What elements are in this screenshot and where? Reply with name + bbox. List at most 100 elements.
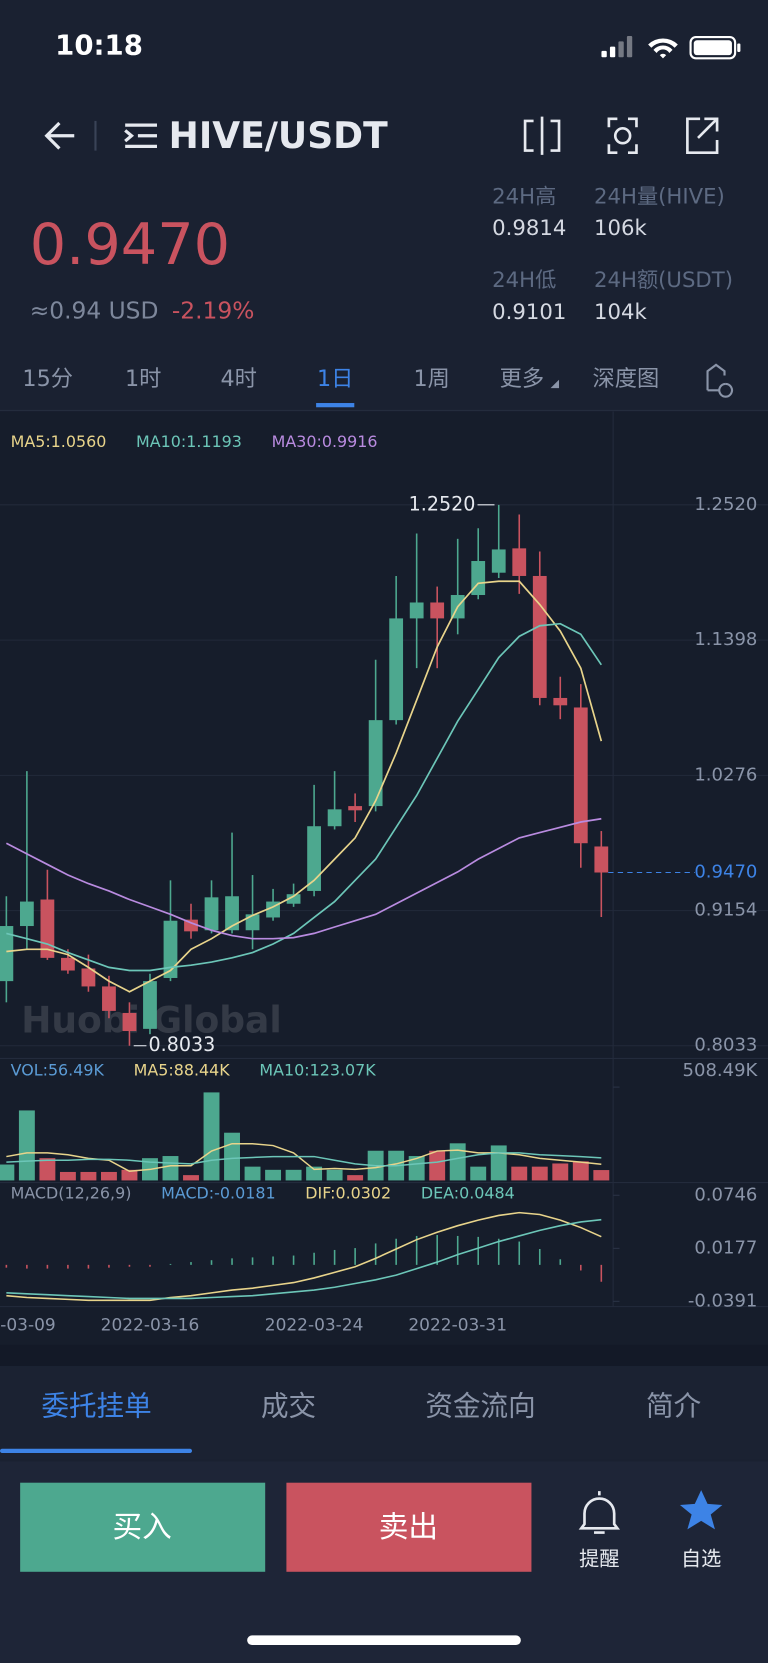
- spacer: [0, 1344, 768, 1367]
- usd-price: ≈0.94 USD: [30, 296, 159, 324]
- volume-bar: [244, 1166, 261, 1181]
- volume-bar: [429, 1150, 446, 1181]
- sell-label[interactable]: 卖出: [379, 1510, 438, 1545]
- order-tab[interactable]: 成交: [261, 1389, 316, 1422]
- y-tick-label: 0.9154: [694, 900, 757, 921]
- legend-entry: MA30:0.9916: [272, 432, 378, 451]
- period-tab[interactable]: 1时: [125, 366, 161, 392]
- x-tick-label: 2022-03-16: [101, 1316, 200, 1336]
- order-tab[interactable]: 委托挂单: [41, 1389, 151, 1422]
- buy-button[interactable]: [20, 1482, 266, 1572]
- period-tab[interactable]: 1日: [317, 366, 353, 392]
- candle-body: [0, 926, 14, 982]
- sell-button[interactable]: [286, 1482, 532, 1572]
- alert-label[interactable]: 提醒: [579, 1547, 619, 1571]
- candle-body: [553, 697, 568, 706]
- settings-icon[interactable]: [706, 363, 734, 398]
- volume-bar: [0, 1164, 15, 1181]
- volume-bar: [306, 1166, 323, 1181]
- ma-line: [6, 622, 603, 972]
- buy-label[interactable]: 买入: [112, 1510, 171, 1545]
- period-tab[interactable]: 更多: [500, 366, 545, 392]
- period-tab[interactable]: 15分: [22, 366, 73, 392]
- volume-bar: [593, 1170, 610, 1181]
- x-tick-label: 2022-03-31: [408, 1316, 507, 1336]
- period-tab[interactable]: 深度图: [592, 366, 659, 392]
- candle-body: [512, 548, 527, 576]
- stat-value: 0.9101: [492, 300, 566, 325]
- candle-body: [163, 920, 178, 978]
- y-tick-label: -0.0391: [688, 1290, 758, 1311]
- legend-entry: MA5:1.0560: [11, 432, 107, 451]
- pair-title[interactable]: HIVE/USDT: [169, 115, 388, 157]
- volume-bar: [326, 1169, 343, 1181]
- volume-bar: [183, 1175, 199, 1181]
- stat-label: 24H低: [492, 268, 556, 293]
- volume-bar: [203, 1092, 220, 1181]
- stats: 24H高 0.9814 24H量(HIVE) 106k 24H低 0.9101 24H额(U…: [492, 184, 733, 325]
- period-tabs: 15分 1时 4时 1日 1周 更多 深度图: [22, 363, 734, 408]
- order-tab[interactable]: 资金流向: [425, 1389, 535, 1422]
- favorite-icon[interactable]: [679, 1490, 723, 1530]
- candle-body: [307, 826, 321, 891]
- back-button[interactable]: [44, 121, 75, 150]
- y-tick-label: 1.0276: [694, 764, 757, 785]
- candle-body: [430, 602, 445, 619]
- active-indicator: [316, 403, 355, 408]
- period-tab[interactable]: 1周: [414, 366, 450, 392]
- candle-body: [245, 914, 260, 931]
- volume-bar: [572, 1161, 589, 1181]
- volume-bar: [100, 1171, 117, 1181]
- volume-bar: [470, 1166, 487, 1181]
- candle-body: [368, 720, 383, 807]
- candle-body: [225, 896, 239, 931]
- candle-body: [594, 846, 609, 873]
- legend-entry: MACD:-0.0181: [161, 1184, 275, 1203]
- y-tick-label: 1.1398: [694, 629, 757, 650]
- stat-value: 104k: [594, 300, 647, 325]
- stat-label: 24H量(HIVE): [594, 184, 725, 209]
- volume-bar: [511, 1166, 528, 1181]
- volume-bar: [224, 1132, 240, 1181]
- candle-body: [184, 919, 198, 932]
- alert-icon[interactable]: [578, 1491, 621, 1534]
- candle-body: [573, 707, 588, 844]
- candle-body: [389, 618, 404, 721]
- favorite-label[interactable]: 自选: [681, 1547, 721, 1571]
- y-tick-label: 508.49K: [683, 1060, 759, 1081]
- candle-body: [286, 894, 301, 904]
- volume-bar: [490, 1145, 507, 1181]
- status-icons: [601, 36, 741, 60]
- candle-body: [327, 809, 342, 827]
- stat-label: 24H额(USDT): [594, 268, 733, 293]
- active-indicator: [0, 1448, 192, 1454]
- dropdown-arrow: [550, 379, 560, 389]
- home-indicator: [247, 1635, 521, 1645]
- candle-body: [204, 897, 219, 931]
- volume-bar: [59, 1171, 76, 1181]
- y-tick-label: 0.0177: [694, 1237, 757, 1258]
- volume-bar: [285, 1169, 302, 1181]
- ma-line: [6, 580, 603, 993]
- y-tick-label: 0.0746: [694, 1184, 757, 1205]
- stat-value: 106k: [594, 216, 647, 241]
- ma-line: [6, 1211, 602, 1302]
- menu-icon[interactable]: [124, 123, 157, 148]
- chart-background: [0, 411, 768, 1345]
- legend-entry: DEA:0.0484: [421, 1184, 515, 1203]
- candle-body: [19, 901, 34, 927]
- last-price-label: 0.9470: [694, 862, 757, 883]
- candle-body: [143, 981, 157, 1029]
- period-tab[interactable]: 4时: [220, 366, 256, 392]
- header-icons[interactable]: [523, 116, 719, 155]
- ma-line: [6, 1218, 602, 1300]
- order-tab[interactable]: 简介: [646, 1389, 701, 1422]
- volume-bar: [18, 1110, 35, 1181]
- candle-body: [491, 549, 506, 573]
- legend-entry: DIF:0.0302: [305, 1184, 391, 1203]
- volume-bar: [347, 1175, 364, 1181]
- volume-bar: [265, 1169, 282, 1181]
- legend-entry: VOL:56.49K: [11, 1061, 105, 1080]
- ma-line: [6, 1152, 602, 1167]
